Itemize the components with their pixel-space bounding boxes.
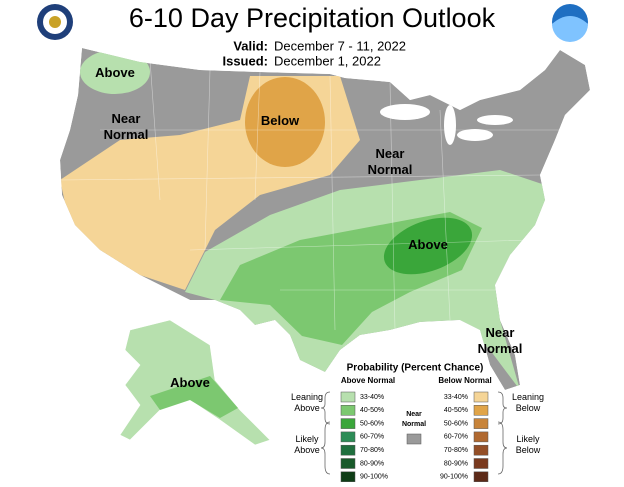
above-range: 40-50% xyxy=(360,407,384,414)
legend-group-line: Leaning xyxy=(512,392,544,402)
region-label: Above xyxy=(408,237,448,252)
region-label-line: Near xyxy=(486,325,515,340)
below-range: 40-50% xyxy=(444,407,468,414)
region-label-line: Near xyxy=(376,146,405,161)
region-label-line: Near xyxy=(112,111,141,126)
valid-label: Valid: xyxy=(233,38,268,53)
logo-noaa xyxy=(552,4,588,42)
below-range: 33-40% xyxy=(444,394,468,401)
near-label: Near Normal xyxy=(402,411,426,428)
legend-group-line: Leaning xyxy=(291,392,323,402)
legend-group: Likely Above xyxy=(294,434,320,455)
region-label-line: Above xyxy=(408,237,448,252)
above-range: 80-90% xyxy=(360,460,384,467)
region-label-line: Below xyxy=(261,113,300,128)
legend: Probability (Percent Chance) Above Norma… xyxy=(320,363,508,475)
above-range: 70-80% xyxy=(360,447,384,454)
legend-group-line: Above xyxy=(294,445,320,455)
region-label-line: Above xyxy=(170,375,210,390)
above-swatch xyxy=(340,458,356,469)
above-range: 60-70% xyxy=(360,434,384,441)
region-label-line: Above xyxy=(95,65,135,80)
above-heading: Above Normal xyxy=(341,376,395,385)
above-range: 33-40% xyxy=(360,394,384,401)
above-swatch xyxy=(340,431,356,443)
above-swatch xyxy=(340,405,356,416)
below-swatch xyxy=(473,444,489,456)
title: 6-10 Day Precipitation Outlook xyxy=(129,3,496,33)
legend-group-line: Likely xyxy=(516,434,540,444)
legend-group-line: Above xyxy=(294,403,320,413)
below-swatch xyxy=(473,458,489,469)
below-swatch xyxy=(473,391,489,403)
alaska xyxy=(119,319,271,446)
region-label: Above xyxy=(170,375,210,390)
region-label: Near Normal xyxy=(368,146,413,177)
above-swatch xyxy=(340,418,356,429)
legend-group-line: Below xyxy=(516,403,541,413)
brace-below xyxy=(497,391,508,475)
logo-doc xyxy=(37,4,73,40)
region-label: Below xyxy=(261,113,300,128)
below-swatch xyxy=(473,418,489,429)
above-range: 50-60% xyxy=(360,420,384,427)
legend-group: Likely Below xyxy=(516,434,541,455)
above-swatch xyxy=(340,471,356,483)
below-range: 70-80% xyxy=(444,447,468,454)
legend-group-line: Below xyxy=(516,445,541,455)
below-range: 90-100% xyxy=(440,474,468,481)
below-range: 50-60% xyxy=(444,420,468,427)
region-label: Above xyxy=(95,65,135,80)
conus xyxy=(60,48,590,390)
legend-group: Leaning Above xyxy=(291,392,323,413)
region-label-line: Normal xyxy=(104,127,149,142)
legend-group-line: Likely xyxy=(295,434,319,444)
below-heading: Below Normal xyxy=(438,376,491,385)
near-label-line: Normal xyxy=(402,421,426,428)
legend-group: Leaning Below xyxy=(512,392,544,413)
region-label-line: Normal xyxy=(368,162,413,177)
above-range: 90-100% xyxy=(360,474,388,481)
region-label-line: Normal xyxy=(478,341,523,356)
region-label: Near Normal xyxy=(104,111,149,142)
brace-above xyxy=(320,391,331,475)
above-swatch xyxy=(340,391,356,403)
below-range: 60-70% xyxy=(444,434,468,441)
issued-date: December 1, 2022 xyxy=(274,53,381,68)
region-label: Near Normal xyxy=(478,325,523,356)
above-swatch xyxy=(340,444,356,456)
below-swatch xyxy=(473,405,489,416)
below-swatch xyxy=(473,471,489,483)
valid-dates: December 7 - 11, 2022 xyxy=(274,38,406,53)
issued-label: Issued: xyxy=(222,53,268,68)
near-swatch xyxy=(406,433,422,445)
below-range: 80-90% xyxy=(444,460,468,467)
near-label-line: Near xyxy=(406,411,422,418)
legend-title: Probability (Percent Chance) xyxy=(347,363,484,374)
below-swatch xyxy=(473,431,489,443)
